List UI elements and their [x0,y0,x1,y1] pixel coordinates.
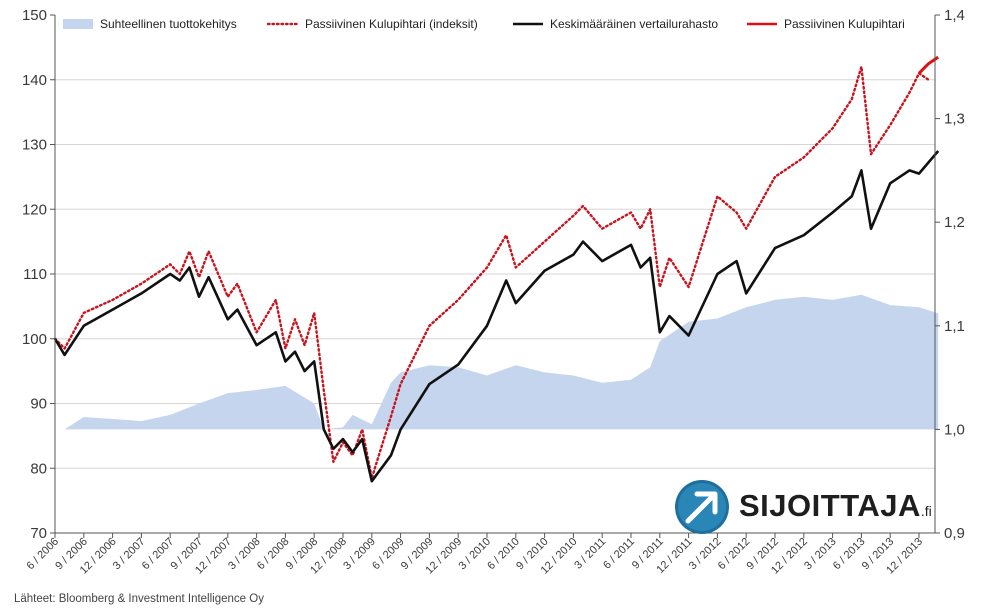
series-relative-return-area [55,294,939,430]
y2-tick-label: 1,2 [944,214,965,231]
y2-tick-label: 1,3 [944,111,965,128]
arrow-up-right-icon [675,480,729,534]
legend-average-fund: Keskimääräinen vertailurahasto [513,17,718,31]
area-layer [55,294,939,430]
logo-suffix: .fi [920,503,932,519]
legend-passive-fund: Passiivinen Kulupihtari [747,17,905,31]
legend-passive-index: Passiivinen Kulupihtari (indeksit) [266,17,478,31]
legend-label: Suhteellinen tuottokehitys [100,17,237,31]
legend-relative-return: Suhteellinen tuottokehitys [63,17,237,31]
y2-tick-label: 1,1 [944,318,965,335]
y-axis-left: 70 80 90 100 110 120 130 140 150 [22,7,55,542]
y-tick-label: 70 [30,525,47,542]
legend: Suhteellinen tuottokehitys Passiivinen Ku… [63,17,905,31]
logo-text: SIJOITTAJA.fi [739,488,932,523]
y-tick-label: 80 [30,460,47,477]
series-average-fund-line [53,150,940,483]
y-axis-right: 0,9 1,0 1,1 1,2 1,3 1,4 [935,7,965,542]
y-tick-label: 140 [22,72,47,89]
sijoittaja-logo: SIJOITTAJA.fi [673,478,935,536]
y2-tick-label: 1,0 [944,421,965,438]
series-passive-index-line [53,65,930,480]
y-tick-label: 90 [30,396,47,413]
y2-tick-label: 1,4 [944,7,965,24]
y-tick-label: 110 [23,266,47,283]
y-tick-label: 100 [22,331,47,348]
legend-swatch [63,19,93,29]
y-tick-label: 130 [22,137,47,154]
legend-label: Keskimääräinen vertailurahasto [550,17,718,31]
legend-label: Passiivinen Kulupihtari [784,17,905,31]
y-tick-label: 120 [22,201,47,218]
y2-tick-label: 0,9 [944,525,965,542]
source-text: Lähteet: Bloomberg & Investment Intellig… [14,593,264,605]
y-tick-label: 150 [22,7,47,24]
legend-label: Passiivinen Kulupihtari (indeksit) [305,17,478,31]
